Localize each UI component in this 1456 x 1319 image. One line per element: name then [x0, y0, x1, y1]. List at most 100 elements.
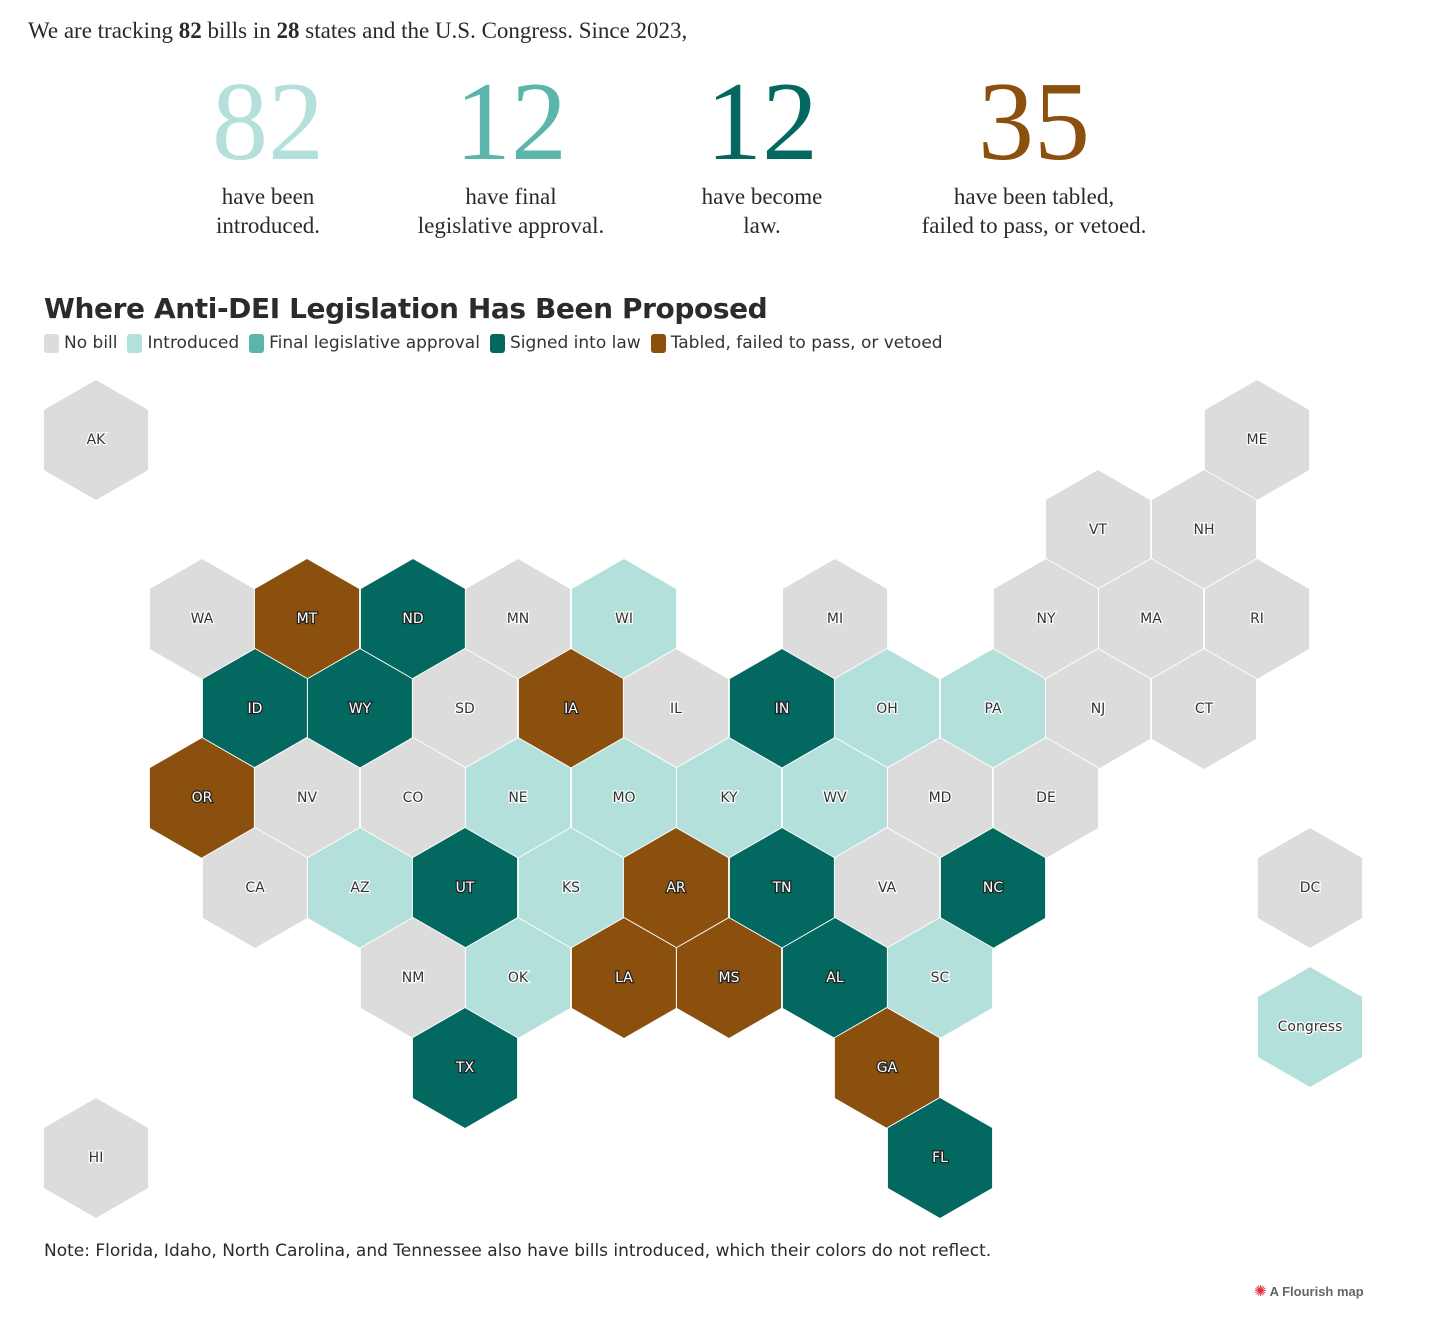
hex-label: GA — [877, 1060, 898, 1076]
hex-label: MS — [719, 970, 740, 986]
hex-label: OR — [192, 790, 213, 806]
stat-label: have final legislative approval. — [417, 184, 605, 238]
hex-label: NJ — [1091, 701, 1106, 717]
hex-label: IA — [564, 701, 578, 717]
intro-middle: bills in — [201, 18, 277, 43]
hex-label: FL — [932, 1150, 948, 1166]
legend-label: Introduced — [147, 333, 240, 353]
hex-tile-nv[interactable]: NV — [253, 736, 361, 860]
states-count: 28 — [276, 18, 300, 43]
hex-tile-de[interactable]: DE — [992, 736, 1100, 860]
hex-tile-or[interactable]: OR — [148, 736, 256, 860]
hex-label: LA — [615, 970, 633, 986]
hex-label: AZ — [350, 880, 369, 896]
hex-tile-ak[interactable]: AK — [42, 378, 150, 502]
stat-became-law: 12 have become law. — [612, 62, 912, 240]
hex-tile-wa[interactable]: WA — [148, 557, 256, 681]
legend-swatch — [489, 333, 505, 353]
hex-tile-nj[interactable]: NJ — [1044, 647, 1152, 771]
hex-tile-ri[interactable]: RI — [1203, 557, 1311, 681]
hex-label: MA — [1140, 611, 1162, 627]
hex-tile-mi[interactable]: MI — [781, 557, 889, 681]
map-legend: No bill Introduced Final legislative app… — [44, 333, 953, 353]
hex-label: OK — [508, 970, 529, 986]
hex-tile-al[interactable]: AL — [781, 916, 889, 1040]
hex-label: MO — [612, 790, 635, 806]
hex-label: UT — [456, 880, 475, 896]
hex-shape — [1256, 965, 1364, 1089]
stat-label: have been tabled, failed to pass, or vet… — [921, 184, 1147, 238]
hex-tile-nc[interactable]: NC — [939, 826, 1047, 950]
hex-label: WI — [615, 611, 633, 627]
hex-tile-nd[interactable]: ND — [359, 557, 467, 681]
hex-label: ME — [1247, 432, 1268, 448]
hex-label: HI — [89, 1150, 104, 1166]
hex-label: MI — [827, 611, 843, 627]
hex-label: IN — [775, 701, 790, 717]
legend-item-no-bill[interactable]: No bill — [44, 333, 117, 353]
hex-shape — [42, 378, 150, 502]
legend-item-introduced[interactable]: Introduced — [127, 333, 239, 353]
legend-swatch — [249, 333, 265, 353]
map-note: Note: Florida, Idaho, North Carolina, an… — [44, 1241, 992, 1261]
hex-shape — [1256, 826, 1364, 950]
hex-label: WA — [191, 611, 214, 627]
hex-tile-fl[interactable]: FL — [886, 1096, 994, 1220]
hex-label: ND — [402, 611, 423, 627]
hex-tile-sd[interactable]: SD — [411, 647, 519, 771]
credit-label: A Flourish map — [1269, 1283, 1364, 1299]
hex-label: RI — [1250, 611, 1264, 627]
flourish-star-icon: ✺ — [1254, 1283, 1267, 1300]
hex-tile-hi[interactable]: HI — [42, 1096, 150, 1220]
hex-tile-co[interactable]: CO — [359, 736, 467, 860]
intro-sentence: We are tracking 82 bills in 28 states an… — [28, 18, 687, 44]
hex-label: VT — [1089, 522, 1108, 538]
hex-label: TX — [455, 1060, 475, 1076]
hex-tile-ca[interactable]: CA — [201, 826, 309, 950]
hex-label: CA — [245, 880, 265, 896]
stat-label: have been introduced. — [215, 184, 321, 238]
hex-label: NM — [402, 970, 425, 986]
hex-tile-in[interactable]: IN — [728, 647, 836, 771]
hex-tile-vt[interactable]: VT — [1044, 468, 1152, 592]
hex-tile-id[interactable]: ID — [201, 647, 309, 771]
legend-label: No bill — [64, 333, 118, 353]
hex-tile-ne[interactable]: NE — [464, 736, 572, 860]
hex-tile-congress[interactable]: Congress — [1256, 965, 1364, 1089]
legend-label: Tabled, failed to pass, or vetoed — [670, 333, 943, 353]
stat-introduced: 82 have been introduced. — [118, 62, 418, 240]
hex-tile-nm[interactable]: NM — [359, 916, 467, 1040]
legend-label: Final legislative approval — [269, 333, 480, 353]
hex-tile-ma[interactable]: MA — [1097, 557, 1205, 681]
hex-tile-ct[interactable]: CT — [1150, 647, 1258, 771]
hex-label: AL — [826, 970, 844, 986]
hex-tile-tx[interactable]: TX — [411, 1006, 519, 1130]
hex-label: CT — [1195, 701, 1214, 717]
hex-tile-dc[interactable]: DC — [1256, 826, 1364, 950]
hex-tile-wv[interactable]: WV — [781, 736, 889, 860]
hex-label: DE — [1036, 790, 1056, 806]
legend-item-tabled[interactable]: Tabled, failed to pass, or vetoed — [650, 333, 943, 353]
hex-tile-mt[interactable]: MT — [253, 557, 361, 681]
hex-label: KY — [720, 790, 738, 806]
hex-label: AR — [666, 880, 686, 896]
hex-label: MT — [297, 611, 318, 627]
hex-label: CO — [403, 790, 424, 806]
hex-label: KS — [562, 880, 580, 896]
hex-tile-ga[interactable]: GA — [833, 1006, 941, 1130]
hex-tile-la[interactable]: LA — [570, 916, 678, 1040]
hex-tile-md[interactable]: MD — [886, 736, 994, 860]
hex-tile-ar[interactable]: AR — [622, 826, 730, 950]
hex-label: AK — [87, 432, 107, 448]
hex-tile-mn[interactable]: MN — [464, 557, 572, 681]
legend-item-final-approval[interactable]: Final legislative approval — [249, 333, 480, 353]
hex-tile-ms[interactable]: MS — [675, 916, 783, 1040]
hex-tile-il[interactable]: IL — [622, 647, 730, 771]
bills-count: 82 — [178, 18, 202, 43]
stat-number: 82 — [212, 60, 324, 184]
flourish-credit[interactable]: ✺ A Flourish map — [1254, 1282, 1364, 1300]
legend-item-signed-into-law[interactable]: Signed into law — [489, 333, 641, 353]
map-title: Where Anti-DEI Legislation Has Been Prop… — [44, 292, 768, 325]
hex-shape — [411, 1006, 519, 1130]
hex-tile-ut[interactable]: UT — [411, 826, 519, 950]
